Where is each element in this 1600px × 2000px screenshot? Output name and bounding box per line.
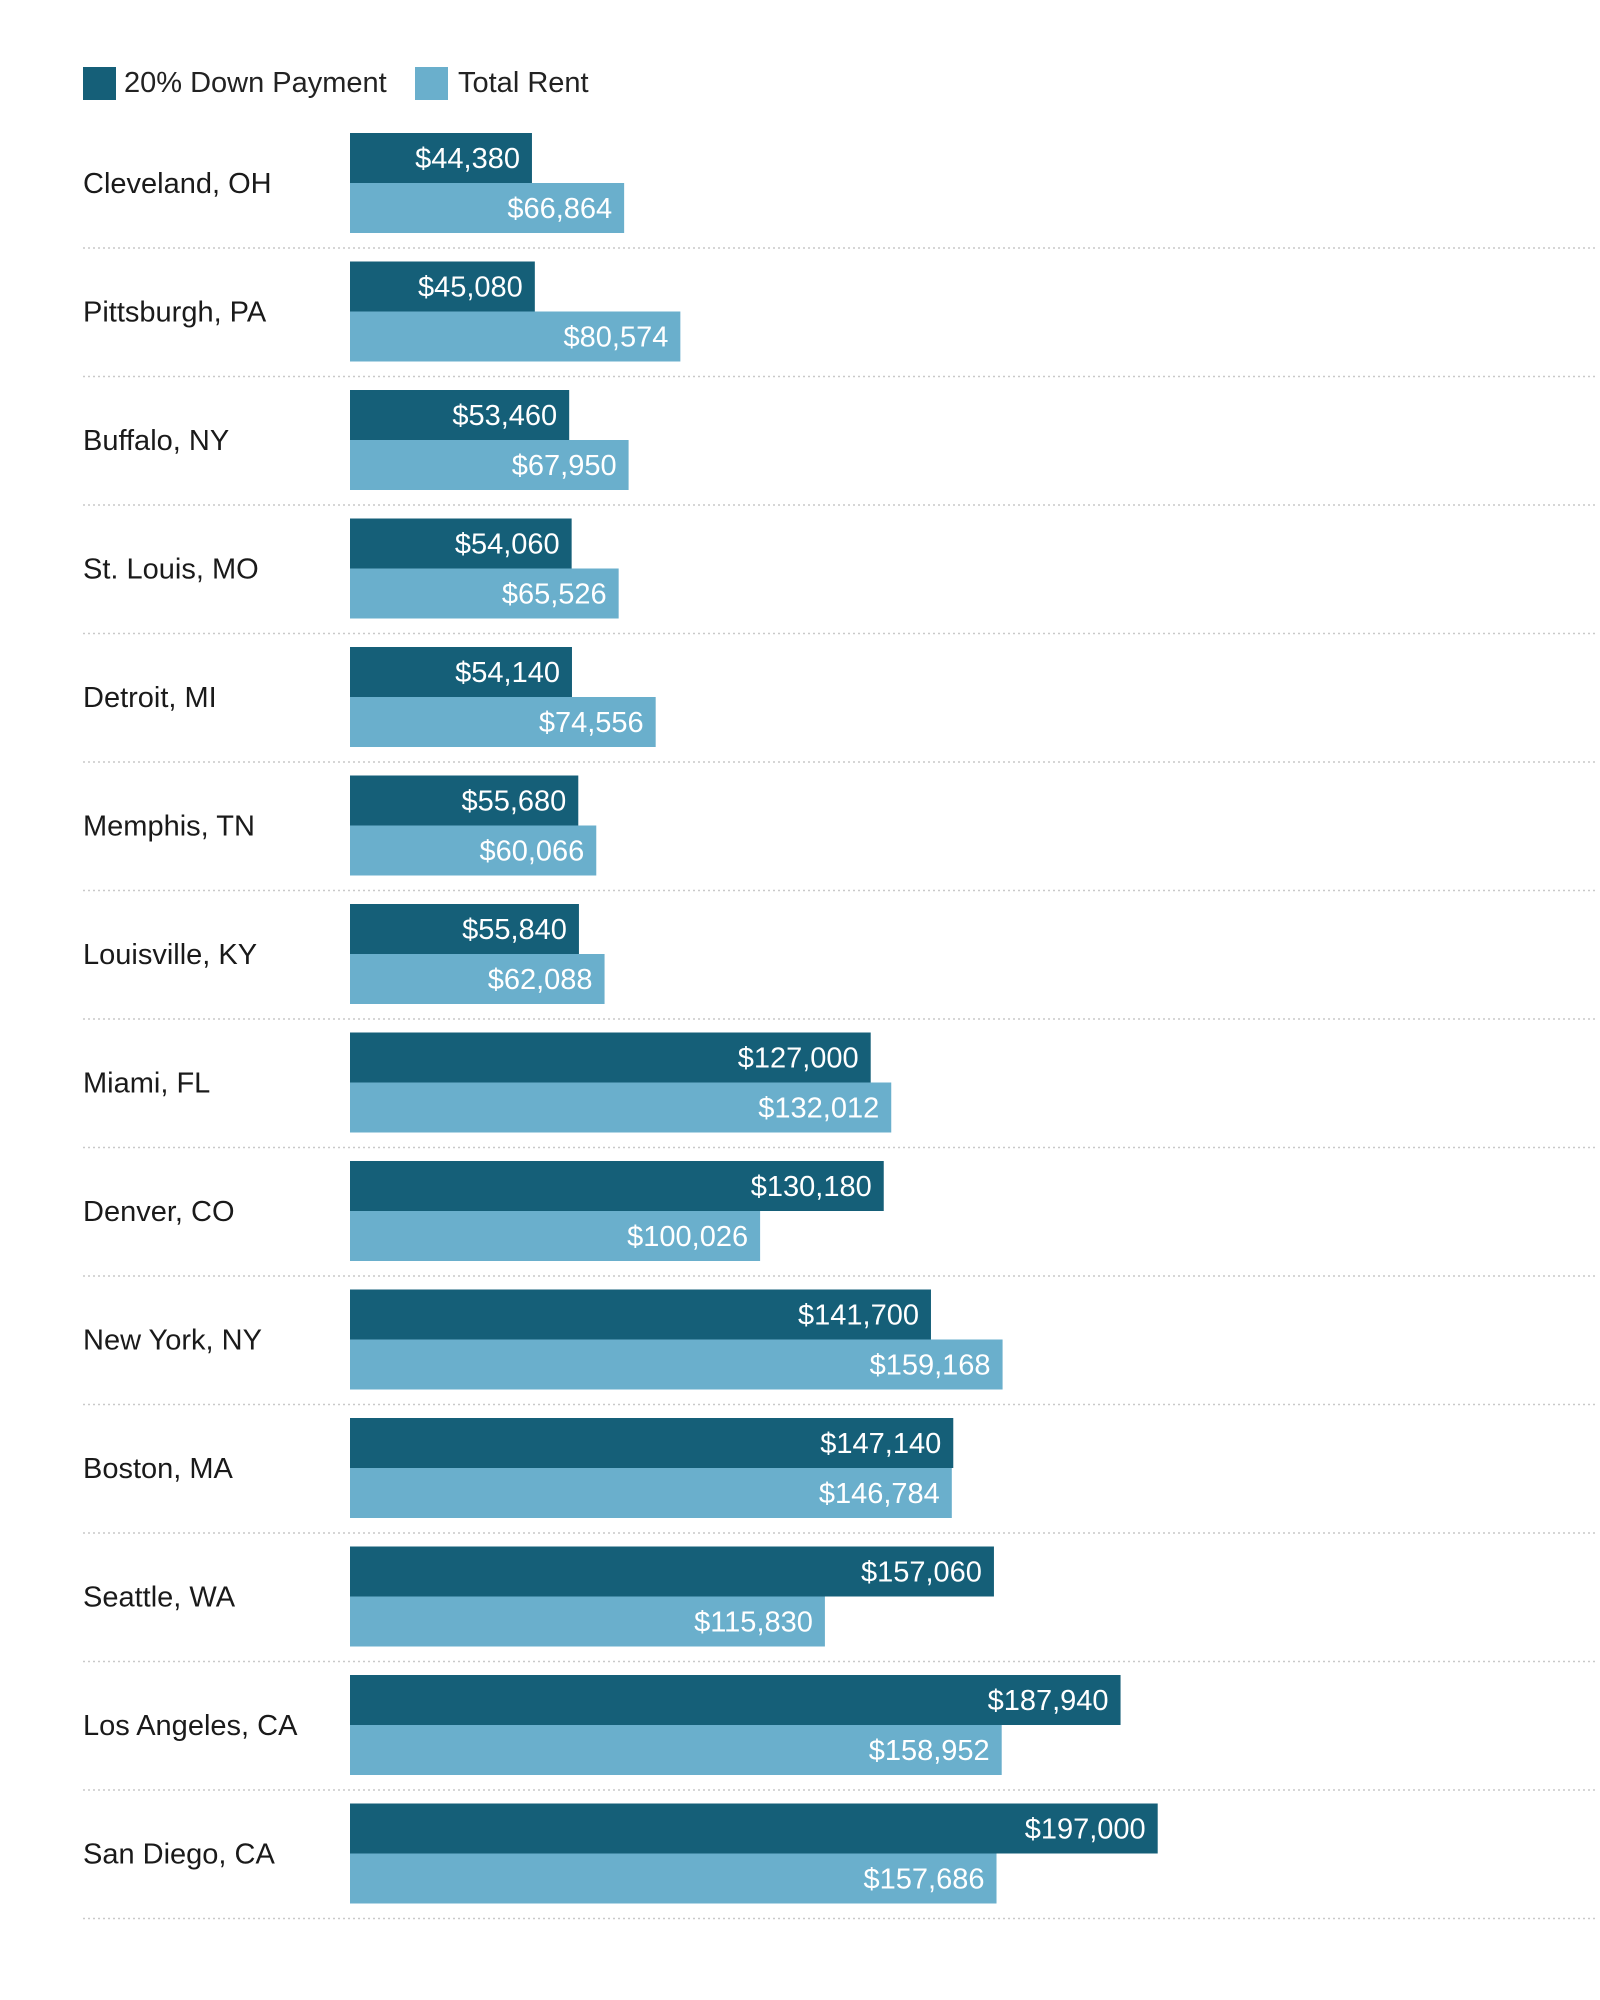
value-label-total-rent-st-louis-mo: $65,526 [502, 579, 607, 611]
value-label-total-rent-boston-ma: $146,784 [819, 1478, 940, 1510]
value-label-total-rent-seattle-wa: $115,830 [694, 1607, 813, 1639]
value-label-total-rent-san-diego-ca: $157,686 [864, 1864, 985, 1896]
value-label-down-payment-detroit-mi: $54,140 [455, 657, 560, 689]
row-los-angeles-ca: Los Angeles, CA $187,940 $158,952 [83, 1675, 1598, 1791]
value-label-total-rent-detroit-mi: $74,556 [539, 707, 644, 739]
bar-total-rent-buffalo-ny [350, 440, 629, 490]
value-label-total-rent-cleveland-oh: $66,864 [507, 193, 612, 225]
bar-total-rent-los-angeles-ca [350, 1725, 1002, 1775]
category-label-new-york-ny: New York, NY [83, 1325, 262, 1357]
bar-down-payment-memphis-tn [350, 775, 579, 826]
category-label-denver-co: Denver, CO [83, 1196, 235, 1228]
value-label-down-payment-denver-co: $130,180 [751, 1171, 872, 1203]
bar-total-rent-seattle-wa [350, 1596, 825, 1647]
bar-down-payment-new-york-ny [350, 1289, 931, 1340]
bar-down-payment-los-angeles-ca [350, 1675, 1121, 1725]
bar-total-rent-san-diego-ca [350, 1853, 997, 1904]
row-detroit-mi: Detroit, MI $54,140 $74,556 [83, 647, 1598, 763]
row-buffalo-ny: Buffalo, NY $53,460 $67,950 [83, 390, 1598, 506]
value-label-down-payment-pittsburgh-pa: $45,080 [418, 272, 523, 304]
value-label-down-payment-cleveland-oh: $44,380 [415, 143, 520, 175]
value-label-down-payment-miami-fl: $127,000 [738, 1043, 859, 1075]
value-label-total-rent-louisville-ky: $62,088 [488, 964, 593, 996]
category-label-seattle-wa: Seattle, WA [83, 1582, 236, 1614]
bar-total-rent-boston-ma [350, 1468, 952, 1518]
bar-down-payment-san-diego-ca [350, 1803, 1158, 1854]
value-label-total-rent-miami-fl: $132,012 [758, 1093, 879, 1125]
value-label-down-payment-seattle-wa: $157,060 [861, 1557, 982, 1589]
bar-total-rent-new-york-ny [350, 1339, 1003, 1390]
row-st-louis-mo: St. Louis, MO $54,060 $65,526 [83, 518, 1598, 635]
value-label-down-payment-boston-ma: $147,140 [820, 1428, 941, 1460]
row-pittsburgh-pa: Pittsburgh, PA $45,080 $80,574 [83, 261, 1598, 378]
row-new-york-ny: New York, NY $141,700 $159,168 [83, 1289, 1598, 1406]
row-louisville-ky: Louisville, KY $55,840 $62,088 [83, 904, 1598, 1020]
legend-label-total-rent: Total Rent [458, 67, 589, 99]
bar-total-rent-st-louis-mo [350, 568, 619, 619]
value-label-down-payment-los-angeles-ca: $187,940 [988, 1685, 1109, 1717]
bar-down-payment-st-louis-mo [350, 518, 572, 569]
category-label-san-diego-ca: San Diego, CA [83, 1839, 275, 1871]
value-label-total-rent-los-angeles-ca: $158,952 [869, 1735, 990, 1767]
bar-down-payment-buffalo-ny [350, 390, 570, 440]
bar-total-rent-detroit-mi [350, 697, 656, 747]
value-label-down-payment-memphis-tn: $55,680 [461, 786, 566, 818]
value-label-down-payment-new-york-ny: $141,700 [798, 1300, 919, 1332]
value-label-down-payment-louisville-ky: $55,840 [462, 914, 567, 946]
legend-label-down-payment: 20% Down Payment [124, 67, 387, 99]
category-label-boston-ma: Boston, MA [83, 1453, 234, 1485]
bar-down-payment-miami-fl [350, 1032, 871, 1083]
row-miami-fl: Miami, FL $127,000 $132,012 [83, 1032, 1598, 1149]
chart-rows: Cleveland, OH $44,380 $66,864 Pittsburgh, P… [83, 133, 1598, 1920]
value-label-down-payment-san-diego-ca: $197,000 [1025, 1814, 1146, 1846]
bar-down-payment-pittsburgh-pa [350, 261, 535, 312]
value-label-total-rent-denver-co: $100,026 [627, 1221, 748, 1253]
bar-down-payment-cleveland-oh [350, 133, 532, 183]
bar-total-rent-memphis-tn [350, 825, 597, 876]
bar-total-rent-pittsburgh-pa [350, 311, 681, 362]
row-boston-ma: Boston, MA $147,140 $146,784 [83, 1418, 1598, 1534]
category-label-los-angeles-ca: Los Angeles, CA [83, 1710, 298, 1742]
value-label-total-rent-pittsburgh-pa: $80,574 [564, 322, 669, 354]
category-label-pittsburgh-pa: Pittsburgh, PA [83, 297, 267, 329]
category-label-memphis-tn: Memphis, TN [83, 811, 255, 843]
bar-down-payment-louisville-ky [350, 904, 579, 954]
value-label-total-rent-buffalo-ny: $67,950 [512, 450, 617, 482]
legend-swatch-total-rent [415, 67, 448, 100]
category-label-cleveland-oh: Cleveland, OH [83, 168, 272, 200]
row-cleveland-oh: Cleveland, OH $44,380 $66,864 [83, 133, 1598, 249]
bar-down-payment-denver-co [350, 1161, 884, 1211]
category-label-st-louis-mo: St. Louis, MO [83, 554, 259, 586]
bar-total-rent-cleveland-oh [350, 183, 625, 233]
bar-down-payment-detroit-mi [350, 647, 572, 697]
legend-swatch-down-payment [83, 67, 116, 100]
row-denver-co: Denver, CO $130,180$100,026 [83, 1161, 1598, 1277]
bar-total-rent-miami-fl [350, 1082, 892, 1133]
bar-down-payment-boston-ma [350, 1418, 954, 1468]
category-label-louisville-ky: Louisville, KY [83, 939, 257, 971]
value-label-total-rent-memphis-tn: $60,066 [479, 836, 584, 868]
category-label-buffalo-ny: Buffalo, NY [83, 425, 229, 457]
row-seattle-wa: Seattle, WA $157,060 $115,830 [83, 1546, 1598, 1663]
category-label-miami-fl: Miami, FL [83, 1068, 210, 1100]
bar-down-payment-seattle-wa [350, 1546, 994, 1597]
value-label-down-payment-buffalo-ny: $53,460 [452, 400, 557, 432]
category-label-detroit-mi: Detroit, MI [83, 682, 217, 714]
value-label-total-rent-new-york-ny: $159,168 [870, 1350, 991, 1382]
bar-total-rent-denver-co [350, 1211, 761, 1261]
row-memphis-tn: Memphis, TN $55,680 $60,066 [83, 775, 1598, 892]
row-san-diego-ca: San Diego, CA $197,000 $157,686 [83, 1803, 1598, 1920]
value-label-down-payment-st-louis-mo: $54,060 [455, 529, 560, 561]
bar-total-rent-louisville-ky [350, 954, 605, 1004]
legend: 20% Down Payment Total Rent [83, 67, 589, 100]
